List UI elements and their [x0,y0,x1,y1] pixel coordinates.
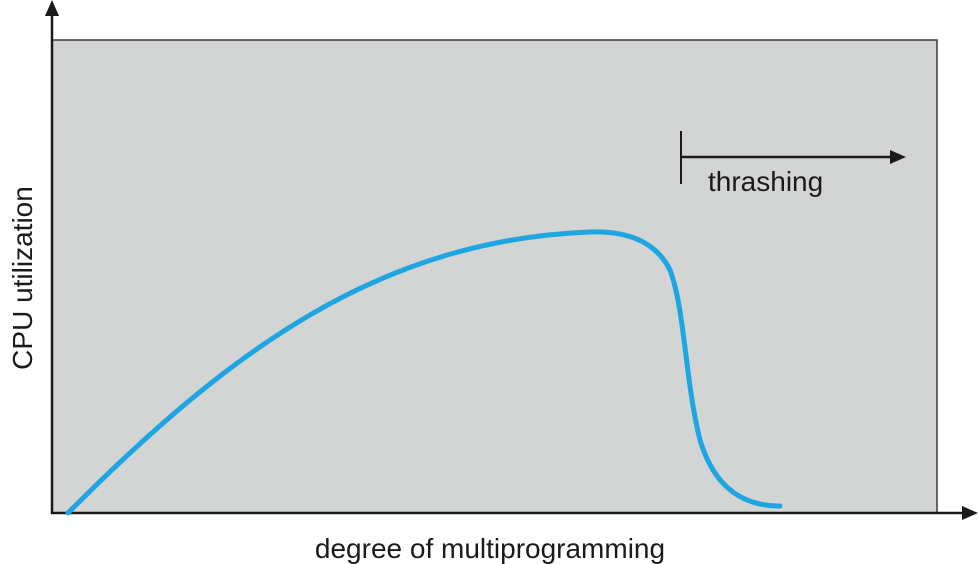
y-axis-label: CPU utilization [7,186,38,370]
thrashing-label: thrashing [708,166,823,197]
thrashing-arrow-head [890,150,906,164]
utilization-curve [65,229,783,516]
x-axis-arrow [962,506,978,520]
y-axis-arrow [45,0,59,16]
x-axis-label: degree of multiprogramming [315,533,665,564]
plot-area [51,39,938,514]
